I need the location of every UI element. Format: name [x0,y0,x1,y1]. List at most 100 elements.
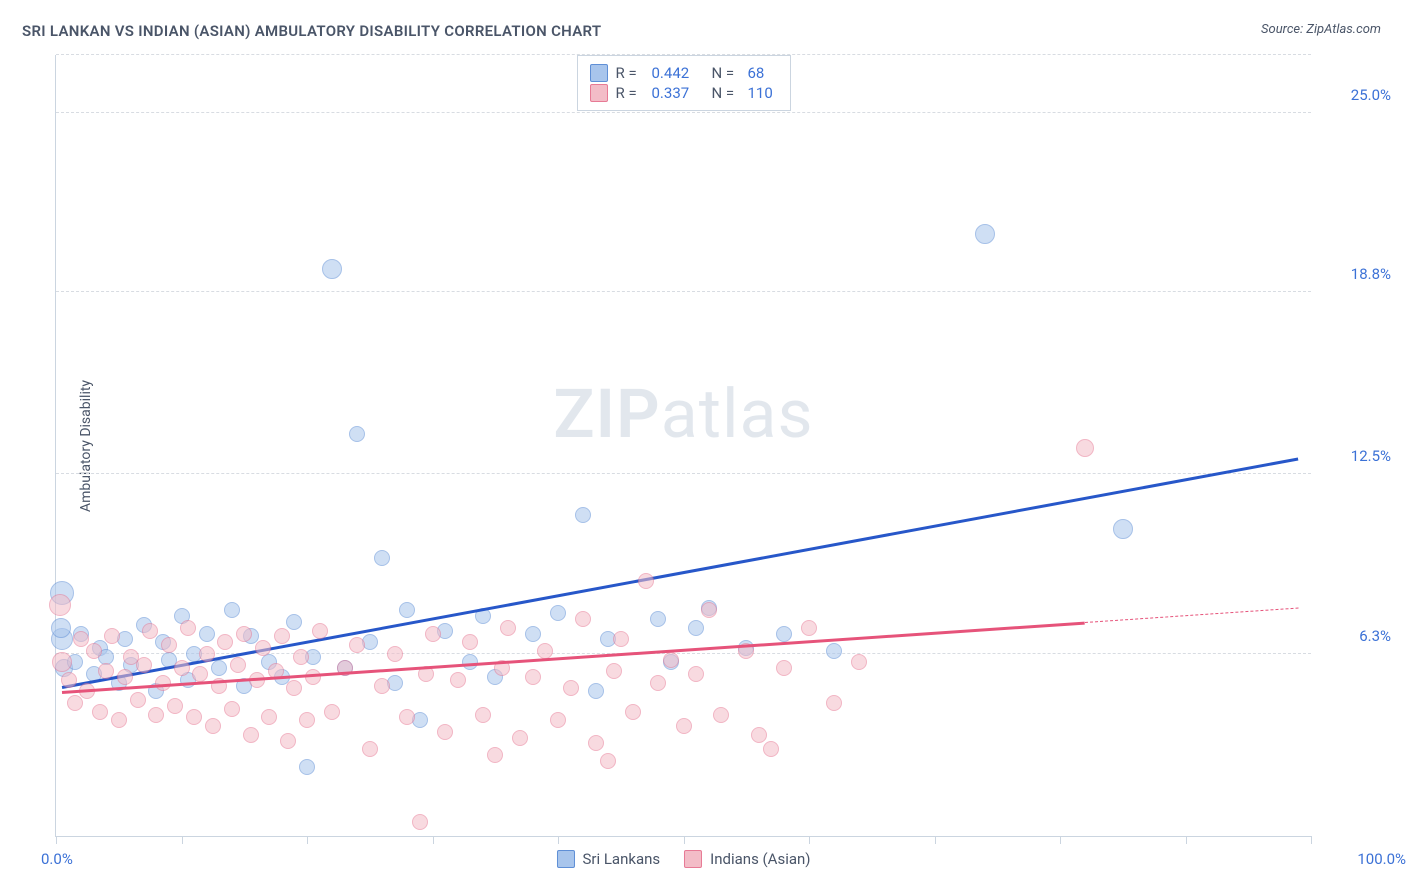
legend-row: R = 0.337 N = 110 [590,84,778,102]
data-point [217,634,233,650]
legend-row: R =0.442N =68 [590,64,778,82]
data-point [130,692,146,708]
x-tick [307,836,308,844]
x-tick [56,836,57,844]
x-tick [182,836,183,844]
data-point [387,646,403,662]
legend-n-label: N = [712,84,740,102]
gridline [56,473,1311,474]
data-point [801,620,817,636]
data-point [117,669,133,685]
watermark: ZIPatlas [553,374,813,454]
data-point [180,620,196,636]
data-point [688,666,704,682]
data-point [525,669,541,685]
data-point [606,663,622,679]
data-point [286,680,302,696]
data-point [230,657,246,673]
data-point [274,628,290,644]
legend-item: Indians (Asian) [684,850,810,868]
chart-container: SRI LANKAN VS INDIAN (ASIAN) AMBULATORY … [0,0,1406,892]
data-point [763,741,779,757]
data-point [412,814,428,830]
data-point [374,678,390,694]
data-point [550,605,566,621]
legend-swatch [590,84,608,102]
data-point [588,735,604,751]
data-point [261,709,277,725]
data-point [588,683,604,699]
data-point [512,730,528,746]
data-point [563,680,579,696]
data-point [199,626,215,642]
data-point [676,718,692,734]
data-point [550,712,566,728]
data-point [475,707,491,723]
data-point [713,707,729,723]
data-point [374,550,390,566]
legend-item: Sri Lankans [556,850,660,868]
legend-n-value: 110 [748,84,778,102]
data-point [663,652,679,668]
data-point [826,695,842,711]
y-tick-label: 18.8% [1321,265,1391,283]
data-point [280,733,296,749]
data-point [186,709,202,725]
data-point [625,704,641,720]
data-point [776,660,792,676]
data-point [437,724,453,740]
y-tick-label: 25.0% [1321,86,1391,104]
chart-source: Source: ZipAtlas.com [1261,22,1381,37]
data-point [52,652,72,672]
data-point [575,507,591,523]
x-tick [558,836,559,844]
data-point [600,753,616,769]
x-axis-min: 0.0% [41,850,73,868]
data-point [399,602,415,618]
x-tick [1311,836,1312,844]
data-point [293,649,309,665]
legend-swatch [590,64,608,82]
gridline [56,54,1311,55]
data-point [650,675,666,691]
data-point [299,759,315,775]
legend-n-label: N = [712,64,740,82]
data-point [450,672,466,688]
data-point [487,747,503,763]
legend-r-value: 0.337 [652,84,704,102]
x-tick [809,836,810,844]
data-point [136,657,152,673]
data-point [975,224,995,244]
legend-series-label: Sri Lankans [582,850,660,868]
gridline [56,112,1311,113]
series-legend: Sri Lankans Indians (Asian) [556,850,810,868]
data-point [67,695,83,711]
legend-swatch [684,850,702,868]
x-tick [1186,836,1187,844]
data-point [1113,519,1133,539]
y-tick-label: 12.5% [1321,447,1391,465]
data-point [613,631,629,647]
data-point [537,643,553,659]
data-point [174,660,190,676]
data-point [362,741,378,757]
data-point [525,626,541,642]
legend-series-label: Indians (Asian) [710,850,810,868]
trend-line [1085,607,1298,622]
data-point [305,669,321,685]
data-point [86,643,102,659]
x-axis-max: 100.0% [1316,850,1406,868]
data-point [322,259,342,279]
data-point [688,620,704,636]
data-point [312,623,328,639]
data-point [776,626,792,642]
x-tick [935,836,936,844]
data-point [92,704,108,720]
x-tick [433,836,434,844]
data-point [49,594,71,616]
data-point [167,698,183,714]
gridline [56,291,1311,292]
data-point [205,718,221,734]
legend-r-label: R = [616,84,644,102]
data-point [851,654,867,670]
